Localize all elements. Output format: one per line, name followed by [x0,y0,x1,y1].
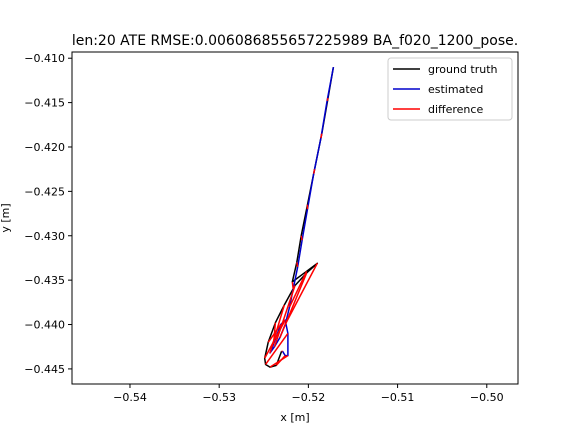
difference-segment [320,133,323,139]
difference-segment [275,355,286,366]
plot-area [71,51,519,385]
difference-segment [296,262,299,267]
y-tick-label: −0.410 [24,52,65,65]
difference-segment [284,262,318,325]
x-tick-label: −0.53 [202,391,236,404]
difference-segment [264,332,289,365]
x-tick-label: −0.54 [113,391,147,404]
y-tick-label: −0.415 [24,97,65,110]
legend-label-difference: difference [428,103,483,116]
legend-box [387,57,513,121]
y-axis-label: y [m] [0,203,12,232]
difference-segment [264,319,286,359]
difference-segment [300,235,303,241]
axis-ticks: −0.54 −0.53 −0.52 −0.51 −0.50 −0.410 −0.415 −0.… [24,52,503,404]
axes-frame [71,51,519,385]
difference-segment [288,270,308,308]
difference-segment [279,272,308,339]
difference-segment [326,97,329,102]
y-tick-label: −0.425 [24,185,65,198]
y-tick-label: −0.445 [24,363,65,376]
x-tick-label: −0.50 [470,391,504,404]
difference-segment [291,281,294,290]
y-tick-label: −0.440 [24,319,65,332]
chart-title: len:20 ATE RMSE:0.006086855657225989 BA_… [72,33,518,49]
y-tick-label: −0.430 [24,230,65,243]
y-tick-label: −0.435 [24,274,65,287]
y-tick-label: −0.420 [24,141,65,154]
difference-segment [267,324,282,343]
x-tick-label: −0.51 [381,391,415,404]
difference-segment [312,169,316,174]
legend-label-ground-truth: ground truth [428,63,498,76]
legend-label-estimated: estimated [428,83,483,96]
x-tick-label: −0.52 [292,391,326,404]
legend: ground truth estimated difference [387,57,513,121]
difference-segment [273,285,296,347]
x-axis-label: x [m] [280,411,309,424]
